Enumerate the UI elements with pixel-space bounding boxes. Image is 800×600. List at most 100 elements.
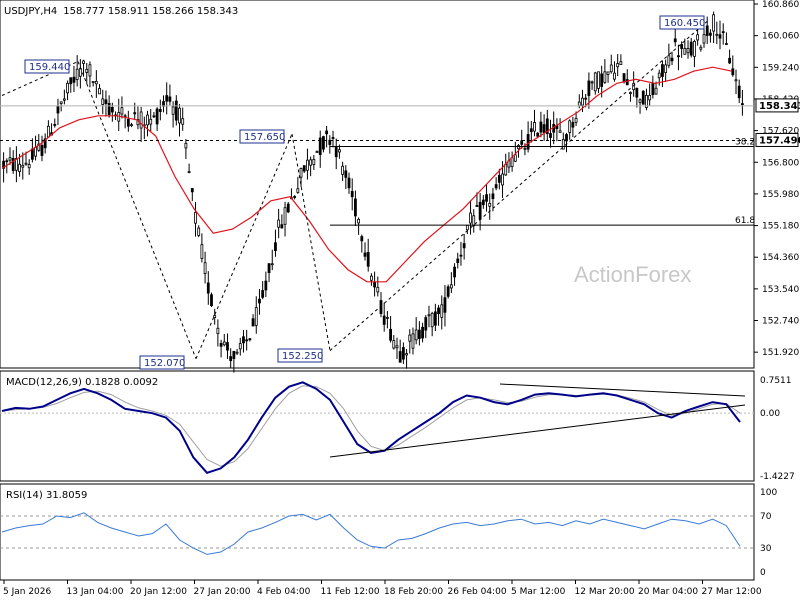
trendline-layer: 38.2 61.8 [0,20,755,359]
candle-body [120,107,124,115]
candle-body [56,106,60,114]
candle-body [2,160,5,169]
candle-body [645,95,648,108]
candle-body [152,115,156,118]
candle-body [341,165,345,175]
macd-tick-label: 0.00 [760,409,780,419]
candle-body [309,159,313,166]
candle-body [232,351,236,359]
candle-body [72,76,76,83]
candle-body [571,122,575,128]
candle-body [69,77,73,85]
candle-body [453,266,456,278]
time-tick-label: 12 Mar 20:00 [575,587,635,597]
candle-body [398,351,402,363]
candle-body [75,68,79,80]
axis-layer: 160.860160.060159.240158.420157.620156.8… [3,0,800,597]
candle-body [107,102,111,115]
candle-body [478,201,482,220]
candle-body [737,85,741,99]
candle-body [721,31,725,34]
candle-body [328,139,332,145]
ma-layer [0,66,754,283]
candle-body [577,101,581,107]
candle-body [529,128,533,133]
candle-body [34,146,37,157]
candle-body [40,145,44,156]
candle-body [558,130,562,133]
candle-body [293,196,297,198]
candle-body [373,281,376,288]
candle-body [475,205,479,207]
fib-level-label: 38.2 [735,137,755,147]
candle-body [513,154,517,162]
candle-body [449,284,453,289]
candle-body [584,97,588,100]
candle-body [581,97,584,106]
time-tick-label: 5 Mar 12:00 [511,587,566,597]
candle-body [8,157,12,161]
candle-body [603,71,607,83]
candle-body [491,193,495,200]
time-tick-label: 27 Mar 12:00 [702,587,762,597]
candle-body [171,106,175,115]
candle-body [523,147,527,150]
candle-body [497,174,501,183]
candle-body [417,329,421,339]
macd-layer [0,381,754,474]
candle-body [11,157,15,171]
candle-body [376,286,380,293]
candle-body [85,68,89,73]
candle-body [382,315,386,325]
time-tick-label: 11 Feb 12:00 [321,587,380,597]
candle-body [494,184,498,189]
candle-body [130,124,133,127]
candle-body [395,345,399,349]
price-label-text: 160.450 [664,18,705,29]
candle-body [62,98,66,101]
candle-body [219,342,223,347]
candle-body [741,103,744,106]
candle-body [683,47,687,55]
level-price-box [755,132,799,147]
candle-body [43,138,47,149]
candle-body [46,125,50,138]
main-panel [0,0,755,369]
rsi-header: RSI(14) 31.8059 [6,490,87,501]
candle-body [366,252,370,267]
candle-body [651,82,655,96]
candle-body [27,164,31,169]
candle-body [632,83,636,91]
candle-body [133,112,137,115]
candle-body [210,294,213,307]
candle-body [565,134,568,142]
candle-body [200,244,204,259]
candle-body [520,140,524,145]
candle-body [66,82,69,94]
candle-body [459,254,463,257]
candle-body [536,132,540,137]
candle-body [360,236,364,242]
candle-body [712,14,716,32]
candle-body [331,137,335,139]
candle-body [501,173,504,186]
candle-body [264,280,268,291]
candle-body [609,64,613,73]
candle-body [306,159,309,171]
candle-body [258,298,261,304]
candle-body [648,95,652,101]
candle-body [629,92,632,95]
candle-body [213,315,217,319]
candle-body [261,290,265,298]
price-tick-label: 157.620 [762,127,799,137]
fib-level-label: 61.8 [735,216,755,226]
price-label-box [24,59,70,74]
candle-body [725,43,728,45]
current-price-box-text: 158.343 [759,101,800,112]
candle-body [149,118,153,125]
candle-body [30,148,34,160]
price-label-layer: 159.440 157.650 160.450 152.070 152.250 [24,15,705,370]
macd-trendline [329,404,746,458]
candle-body [504,163,508,176]
